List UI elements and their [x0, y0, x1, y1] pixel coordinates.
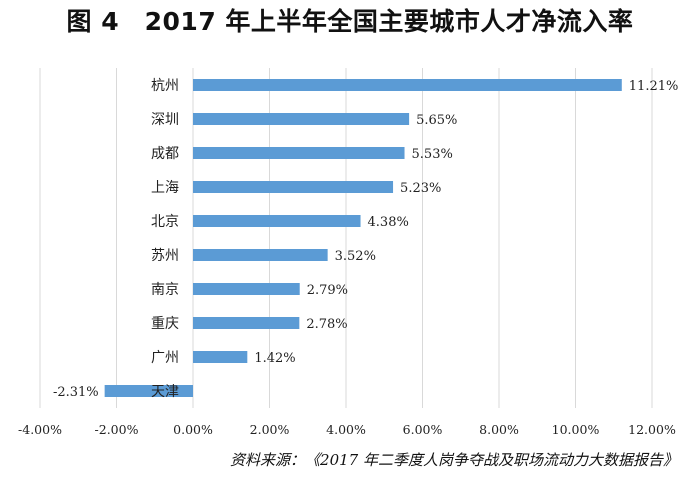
x-tick-label: 2.00%	[250, 422, 290, 437]
category-label: 成都	[151, 146, 179, 162]
bars	[104, 79, 622, 397]
x-tick-label: 4.00%	[326, 422, 366, 437]
x-tick-label: -4.00%	[18, 422, 62, 437]
x-tick-label: 0.00%	[173, 422, 213, 437]
data-label: 1.42%	[254, 351, 295, 366]
data-label: 5.65%	[416, 113, 457, 128]
x-tick-label: 8.00%	[479, 422, 519, 437]
bar	[193, 181, 394, 193]
data-label: 5.53%	[412, 147, 453, 162]
data-label: 4.38%	[368, 215, 409, 230]
bar	[193, 283, 300, 295]
data-labels: 11.21% 5.65% 5.53% 5.23% 4.38% 3.52% 2.79% 2.78…	[53, 79, 678, 400]
category-label: 广州	[151, 350, 179, 366]
category-label: 南京	[151, 282, 179, 298]
chart-title: 图 4 2017 年上半年全国主要城市人才净流入率	[66, 7, 634, 36]
x-axis-ticks: -4.00% -2.00% 0.00% 2.00% 4.00% 6.00% 8.00% 10.…	[18, 422, 676, 437]
category-label: 杭州	[151, 78, 179, 94]
x-tick-label: 10.00%	[552, 422, 600, 437]
bar	[104, 385, 193, 397]
x-tick-label: 6.00%	[403, 422, 443, 437]
source-note: 资料来源：《2017 年二季度人岗争夺战及职场流动力大数据报告》	[230, 451, 678, 469]
bar	[193, 215, 361, 227]
bar	[193, 147, 405, 159]
x-tick-label: -2.00%	[95, 422, 139, 437]
bar	[193, 317, 300, 329]
data-label: 5.23%	[400, 181, 441, 196]
data-label: -2.31%	[53, 385, 99, 400]
x-tick-label: 12.00%	[628, 422, 676, 437]
data-label: 3.52%	[335, 249, 376, 264]
category-label: 重庆	[151, 316, 179, 332]
bar	[193, 113, 410, 125]
bar	[193, 79, 622, 91]
category-label: 深圳	[151, 112, 179, 128]
category-label: 苏州	[151, 248, 179, 264]
category-label: 天津	[151, 384, 179, 400]
data-label: 2.78%	[306, 317, 347, 332]
bar	[193, 351, 248, 363]
data-label: 2.79%	[307, 283, 348, 298]
bar	[193, 249, 328, 261]
category-label: 北京	[151, 214, 179, 230]
category-label: 上海	[151, 180, 179, 196]
data-label: 11.21%	[629, 79, 679, 94]
